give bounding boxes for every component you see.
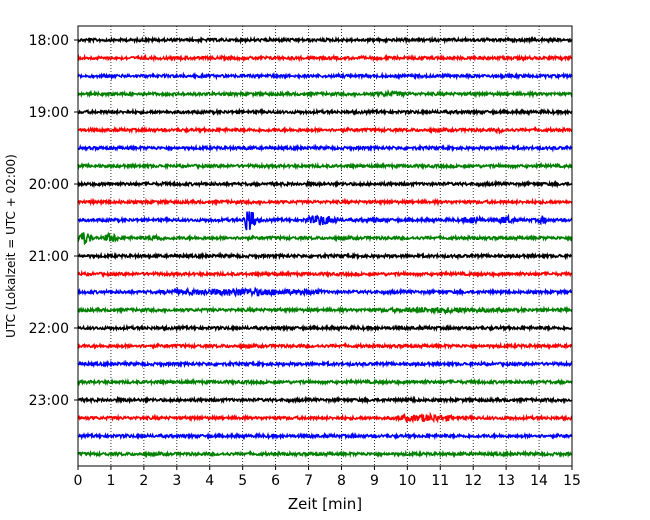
trace-2045: [77, 231, 573, 246]
x-tick-label-10: 10: [398, 473, 416, 489]
trace-2145: [77, 305, 573, 315]
plot-frame: [77, 25, 573, 467]
x-tick-label-7: 7: [304, 473, 313, 489]
trace-2330: [77, 431, 573, 441]
trace-2115: [77, 269, 573, 279]
trace-lines: [77, 35, 573, 459]
trace-2100: [77, 251, 573, 261]
x-tick-label-12: 12: [464, 473, 482, 489]
trace-2345: [77, 449, 573, 459]
trace-1845: [77, 89, 573, 99]
trace-2200: [77, 323, 573, 333]
trace-2030: [77, 211, 573, 231]
x-tick-label-14: 14: [530, 473, 548, 489]
x-axis-ticks: 0 1 2 3 4 5 6 7 8 9 10 11 12 13 14 15: [74, 466, 581, 489]
y-tick-label-2300: 23:00: [29, 393, 69, 409]
trace-2230: [77, 359, 573, 369]
y-tick-label-2000: 20:00: [29, 177, 69, 193]
grid-lines: [110, 26, 540, 466]
x-tick-label-0: 0: [74, 473, 83, 489]
x-tick-label-9: 9: [370, 473, 379, 489]
x-tick-label-5: 5: [238, 473, 247, 489]
x-tick-label-3: 3: [172, 473, 181, 489]
x-tick-label-4: 4: [205, 473, 214, 489]
trace-2315: [77, 411, 573, 424]
trace-1915: [77, 125, 573, 135]
y-tick-label-1900: 19:00: [29, 105, 69, 121]
y-tick-label-2100: 21:00: [29, 249, 69, 265]
trace-2245: [77, 377, 573, 387]
y-tick-label-1800: 18:00: [29, 33, 69, 49]
trace-2000: [77, 179, 573, 189]
trace-1800: [77, 35, 573, 45]
x-tick-label-8: 8: [337, 473, 346, 489]
trace-2215: [77, 341, 573, 351]
x-tick-label-6: 6: [271, 473, 280, 489]
trace-2300: [77, 395, 573, 405]
trace-1830: [77, 71, 573, 81]
trace-1930: [77, 143, 573, 153]
trace-2015: [77, 197, 573, 207]
y-axis-ticks: 18:00 19:00 20:00 21:00 22:00 23:00: [29, 33, 78, 409]
x-axis-label: Zeit [min]: [288, 495, 362, 513]
y-tick-label-2200: 22:00: [29, 321, 69, 337]
x-tick-label-2: 2: [139, 473, 148, 489]
trace-2130: [77, 286, 573, 298]
x-tick-label-11: 11: [431, 473, 449, 489]
x-tick-label-1: 1: [106, 473, 115, 489]
y-axis-label: UTC (Lokalzeit = UTC + 02:00): [4, 154, 18, 338]
trace-1900: [77, 107, 573, 117]
trace-1815: [77, 53, 573, 63]
trace-1945: [77, 161, 573, 171]
x-tick-label-15: 15: [563, 473, 581, 489]
x-tick-label-13: 13: [497, 473, 515, 489]
